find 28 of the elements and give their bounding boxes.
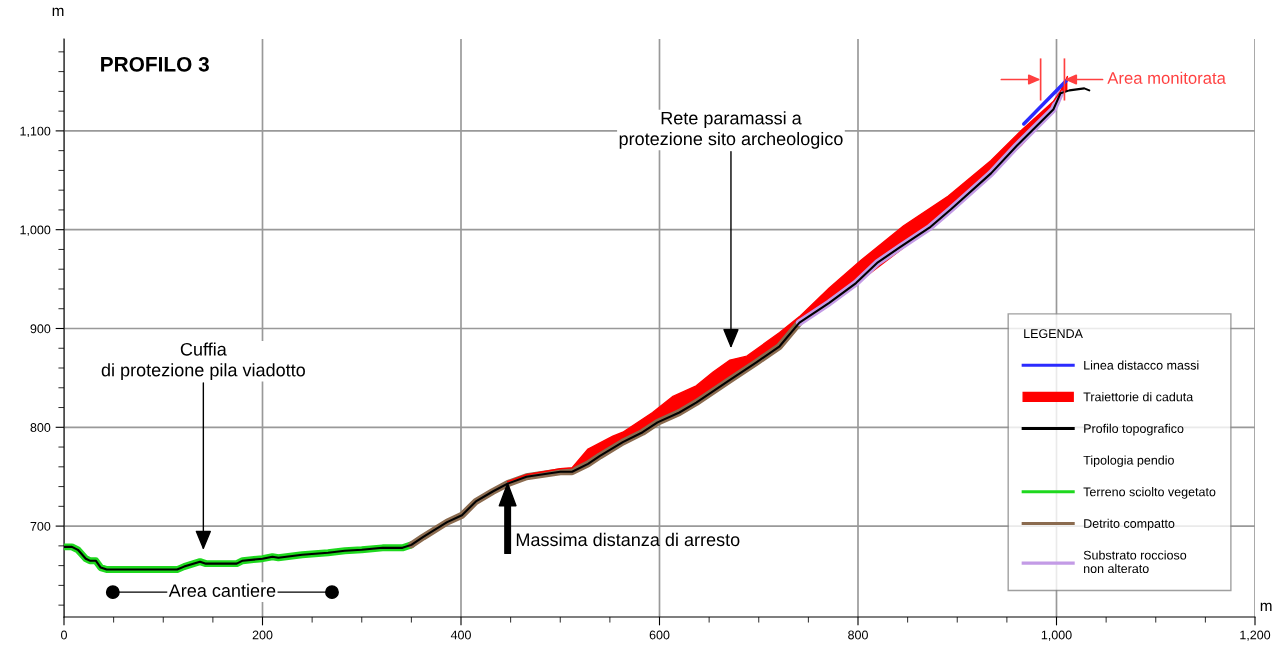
legend-label: Detrito compatto — [1084, 518, 1175, 531]
legend-label: Terreno sciolto vegetato — [1083, 487, 1216, 499]
annotation: Area cantiere — [168, 583, 276, 597]
y-axis-title: m — [52, 7, 64, 16]
legend-title: LEGENDA — [1024, 329, 1083, 339]
annotation: Area monitorata — [1107, 71, 1226, 84]
legend-label: Linea distacco massi — [1084, 360, 1199, 370]
x-tick-label: 800 — [848, 630, 868, 640]
y-tick-label: 1,000 — [20, 225, 51, 236]
annotation: Rete paramassi a protezione sito archeologico — [619, 111, 843, 149]
x-tick-label: 200 — [252, 630, 273, 640]
x-tick-label: 1,200 — [1240, 630, 1271, 641]
legend-label: Profilo topografico — [1084, 423, 1184, 436]
text: PROFILO 3 — [101, 56, 209, 72]
annotation: Massima distanza di arresto — [516, 532, 740, 547]
x-axis-title: m — [1260, 602, 1272, 611]
y-tick-label: 900 — [30, 324, 51, 334]
annotation: Tipologia pendio — [1083, 455, 1174, 468]
y-tick-label: 1,100 — [20, 126, 51, 138]
x-tick-label: 600 — [649, 630, 670, 640]
y-tick-label: 700 — [30, 521, 51, 531]
y-tick-label: 800 — [30, 423, 51, 432]
x-tick-label: 400 — [450, 630, 471, 640]
legend-label: Traiettorie di caduta — [1083, 392, 1194, 402]
annotation: Cuffia di protezione pila viadotto — [101, 342, 305, 381]
x-tick-label: 1,000 — [1041, 630, 1072, 641]
x-tick-label: 0 — [61, 630, 67, 640]
legend-label: Substrato roccioso non alterato — [1083, 550, 1187, 574]
